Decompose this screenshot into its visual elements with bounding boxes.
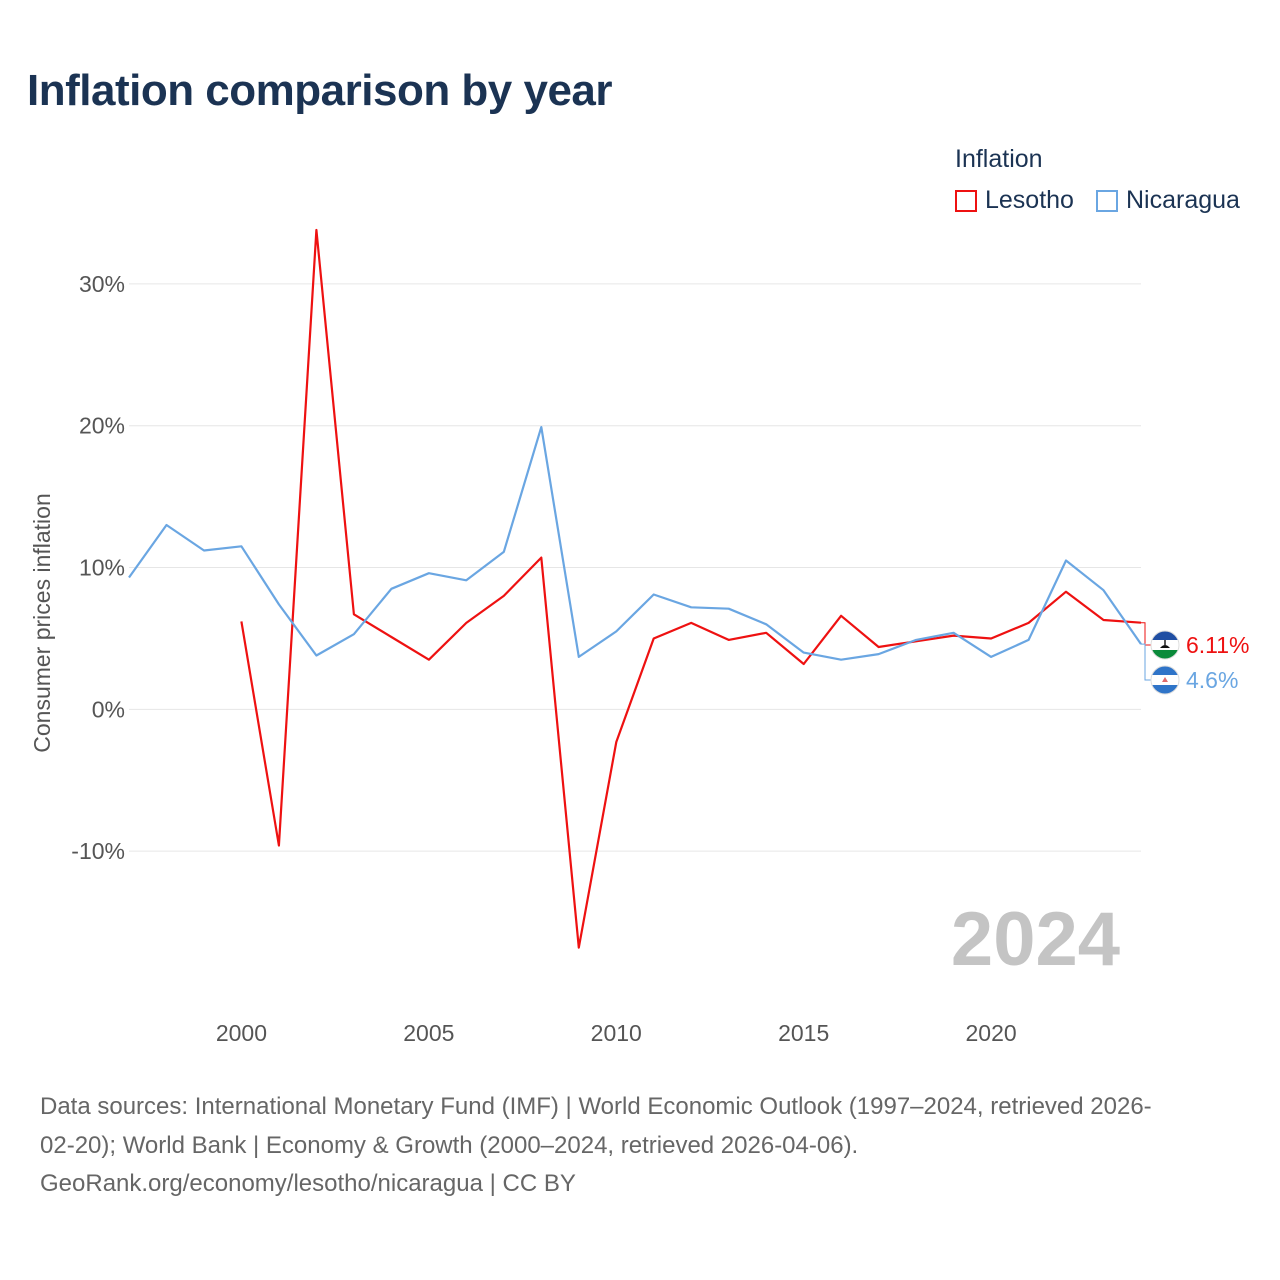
end-label-nicaragua: 4.6% xyxy=(1186,667,1238,693)
legend-swatch-lesotho xyxy=(955,189,977,212)
x-tick-label: 2000 xyxy=(216,1020,267,1046)
source-line-2: 02-20); World Bank | Economy & Growth (2… xyxy=(40,1131,859,1159)
source-footnote: Data sources: International Monetary Fun… xyxy=(40,1088,1250,1204)
x-tick-label: 2005 xyxy=(403,1020,454,1046)
lesotho-flag xyxy=(1150,630,1180,660)
legend-label-nicaragua: Nicaragua xyxy=(1126,186,1240,214)
source-line-3[interactable]: GeoRank.org/economy/lesotho/nicaragua | … xyxy=(40,1170,576,1197)
legend-label-lesotho: Lesotho xyxy=(985,186,1074,214)
nicaragua-flag xyxy=(1150,665,1180,695)
y-tick-label: 30% xyxy=(79,271,125,297)
legend-title: Inflation xyxy=(955,145,1043,173)
series-line-nicaragua xyxy=(128,426,1142,661)
y-axis: 30% 20% 10% 0% -10% xyxy=(71,271,125,864)
line-chart: 2024 30% 20% 10% 0% -10% 2000 2005 2010 2015 202… xyxy=(29,228,1250,1046)
y-tick-label: -10% xyxy=(71,838,125,864)
x-tick-label: 2010 xyxy=(591,1020,642,1046)
series-line-lesotho xyxy=(240,228,1142,949)
x-axis: 2000 2005 2010 2015 2020 xyxy=(216,1020,1017,1046)
leader-line xyxy=(1141,643,1151,681)
y-tick-label: 0% xyxy=(92,696,125,722)
leader-line xyxy=(1141,622,1151,646)
series-lines xyxy=(128,228,1142,949)
y-tick-label: 20% xyxy=(79,413,125,439)
gridlines xyxy=(129,283,1141,852)
source-line-1: Data sources: International Monetary Fun… xyxy=(40,1093,1152,1120)
legend-item-lesotho[interactable]: Lesotho xyxy=(955,186,1074,215)
end-labels: 6.11% 4.6% xyxy=(1141,622,1250,695)
chart-title: Inflation comparison by year xyxy=(27,66,613,115)
legend-item-nicaragua[interactable]: Nicaragua xyxy=(1096,186,1240,215)
x-tick-label: 2015 xyxy=(778,1020,829,1046)
watermark-year: 2024 xyxy=(951,897,1120,982)
x-tick-label: 2020 xyxy=(965,1020,1016,1046)
end-label-lesotho: 6.11% xyxy=(1186,632,1250,658)
legend-swatch-nicaragua xyxy=(1096,189,1118,212)
y-axis-label: Consumer prices inflation xyxy=(29,493,55,753)
y-tick-label: 10% xyxy=(79,555,125,581)
